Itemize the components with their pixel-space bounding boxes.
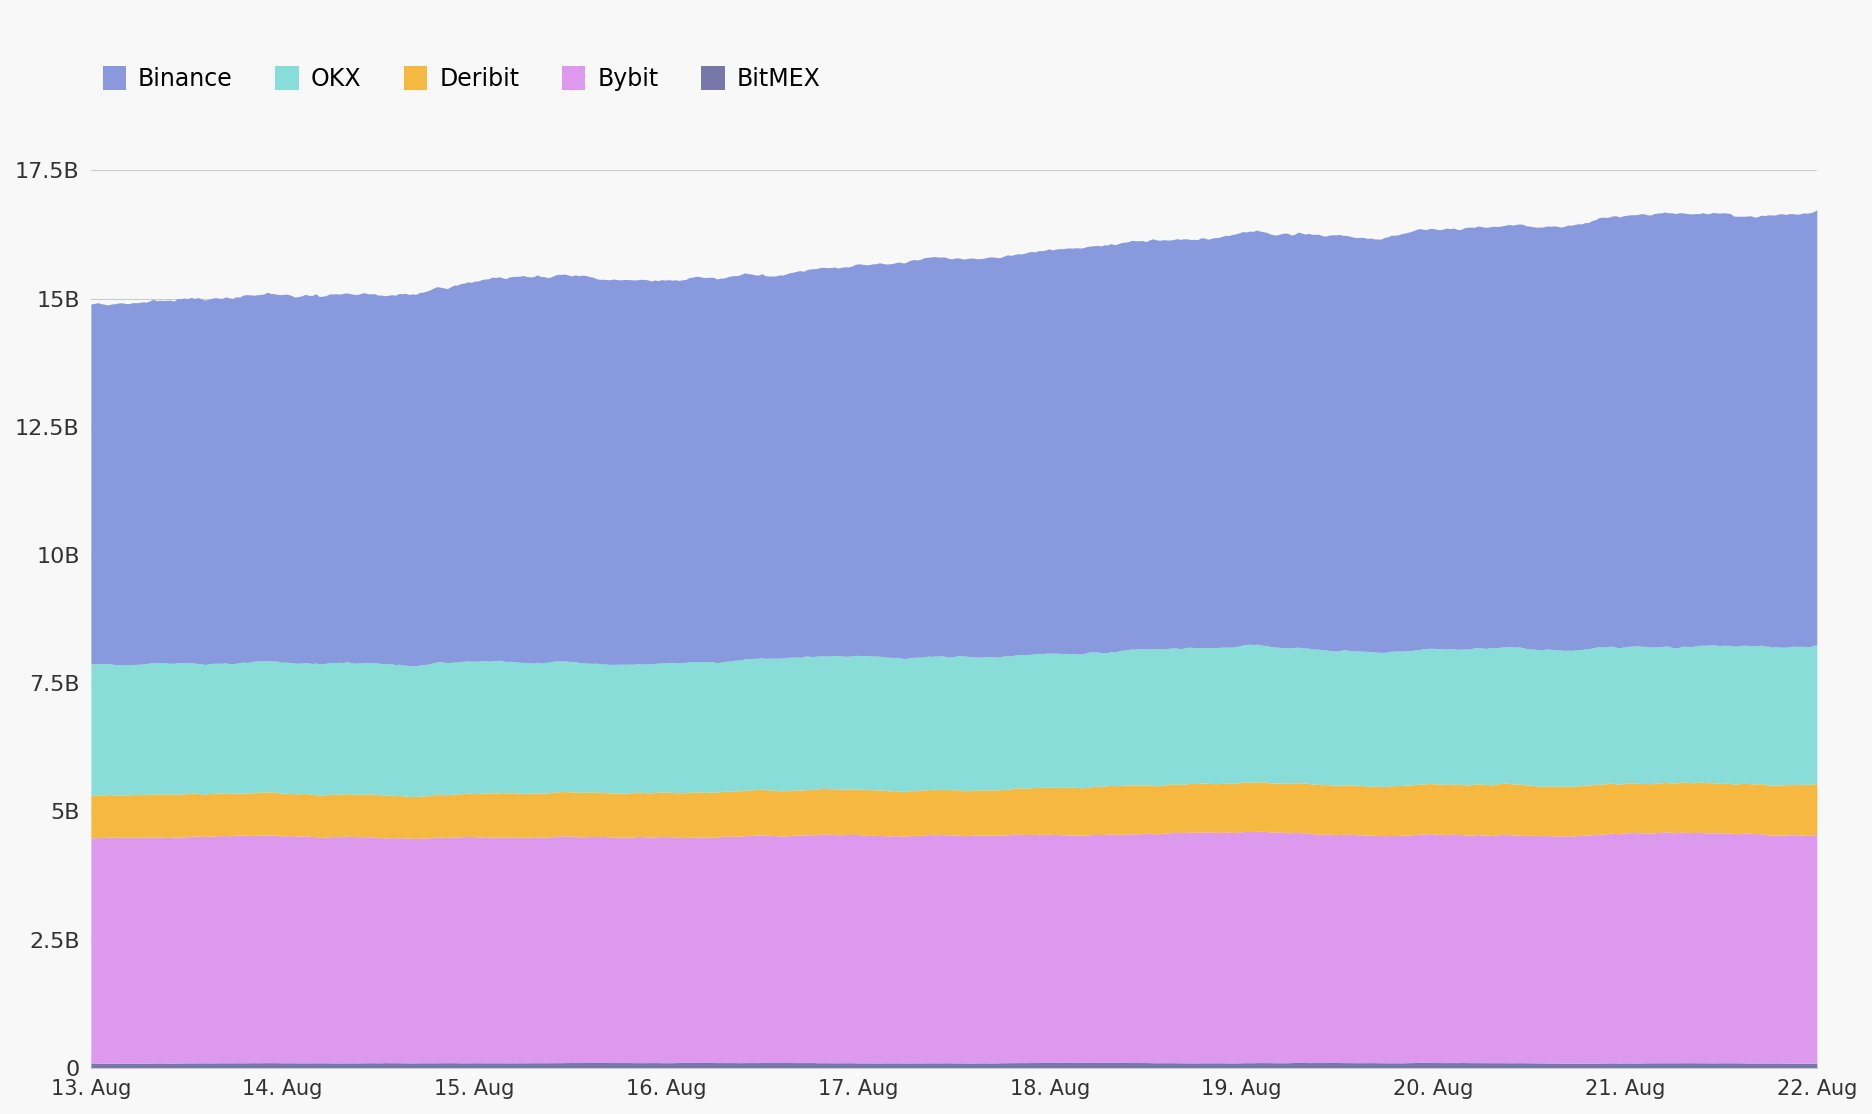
Legend: Binance, OKX, Deribit, Bybit, BitMEX: Binance, OKX, Deribit, Bybit, BitMEX xyxy=(103,66,820,90)
